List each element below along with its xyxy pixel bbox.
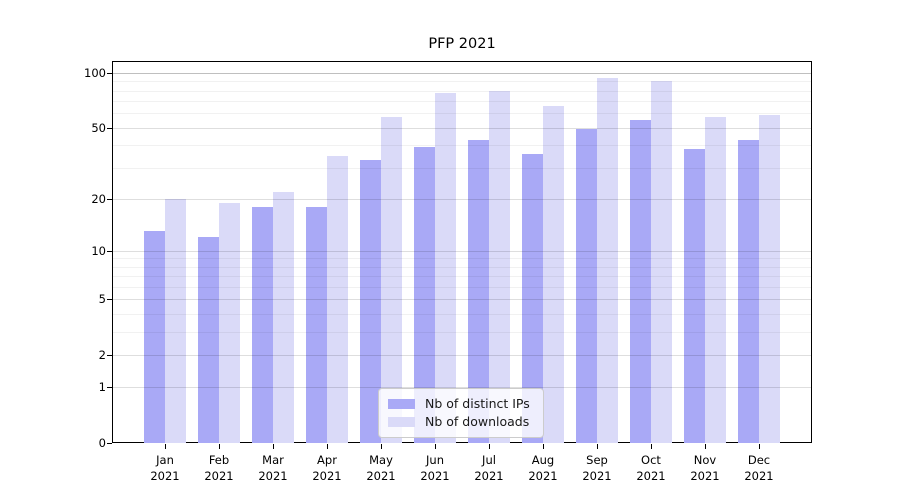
gridline-minor	[113, 113, 811, 115]
gridline-minor	[113, 266, 811, 268]
legend-label-distinct-ips: Nb of distinct IPs	[425, 396, 530, 411]
gridline-major	[113, 198, 811, 200]
x-tick-mark	[759, 444, 760, 449]
legend: Nb of distinct IPs Nb of downloads	[378, 388, 544, 438]
x-tick-mark	[165, 444, 166, 449]
y-tick-mark	[107, 387, 112, 388]
bar-distinct-ips-sep	[576, 129, 597, 443]
gridline-minor	[113, 81, 811, 83]
x-tick-label: Jan 2021	[150, 453, 180, 483]
bar-downloads-may	[381, 117, 402, 443]
bar-distinct-ips-jul	[468, 139, 489, 443]
x-tick-mark	[543, 444, 544, 449]
x-tick-mark	[327, 444, 328, 449]
x-tick-label: Nov 2021	[690, 453, 720, 483]
bar-downloads-nov	[705, 117, 726, 443]
x-tick-mark	[651, 444, 652, 449]
bar-distinct-ips-may	[360, 160, 381, 443]
gridline-minor	[113, 276, 811, 278]
x-tick-label: May 2021	[366, 453, 396, 483]
x-tick-label: Aug 2021	[528, 453, 558, 483]
bar-distinct-ips-jun	[414, 147, 435, 443]
bar-downloads-aug	[543, 105, 564, 443]
x-tick-mark	[273, 444, 274, 449]
legend-swatch-downloads	[388, 417, 415, 427]
bar-downloads-jun	[435, 92, 456, 443]
x-tick-mark	[489, 444, 490, 449]
legend-item-distinct-ips: Nb of distinct IPs	[388, 395, 534, 413]
gridline-minor	[113, 145, 811, 147]
x-tick-mark	[381, 444, 382, 449]
x-tick-label: Oct 2021	[636, 453, 666, 483]
y-tick-mark	[107, 299, 112, 300]
bar-distinct-ips-feb	[198, 237, 219, 443]
gridline-minor	[113, 90, 811, 92]
y-tick-mark	[107, 443, 112, 444]
x-tick-mark	[705, 444, 706, 449]
y-tick-mark	[107, 199, 112, 200]
bar-downloads-jan	[165, 198, 186, 443]
gridline-minor	[113, 258, 811, 260]
gridline-minor	[113, 167, 811, 169]
bar-downloads-jul	[489, 90, 510, 443]
x-tick-label: Mar 2021	[258, 453, 288, 483]
plot-area	[112, 61, 812, 443]
chart-title: PFP 2021	[428, 36, 496, 52]
legend-item-downloads: Nb of downloads	[388, 413, 534, 431]
gridline-minor	[113, 286, 811, 288]
x-tick-mark	[597, 444, 598, 449]
bar-distinct-ips-jan	[144, 231, 165, 443]
bar-distinct-ips-apr	[306, 206, 327, 443]
bar-downloads-dec	[759, 114, 780, 443]
x-tick-label: Sep 2021	[582, 453, 612, 483]
bar-downloads-feb	[219, 202, 240, 443]
y-tick-label: 20	[91, 191, 106, 206]
gridline-major	[113, 354, 811, 356]
legend-label-downloads: Nb of downloads	[425, 414, 530, 429]
bar-downloads-mar	[273, 191, 294, 443]
gridline-major	[113, 127, 811, 129]
bar-distinct-ips-oct	[630, 120, 651, 443]
y-tick-label: 1	[98, 380, 106, 395]
gridline-minor	[113, 101, 811, 103]
y-tick-label: 100	[84, 66, 106, 80]
y-tick-label: 0	[98, 436, 106, 450]
y-tick-label: 50	[91, 120, 106, 135]
x-tick-label: Apr 2021	[312, 453, 342, 483]
gridline-major	[113, 299, 811, 301]
x-tick-mark	[435, 444, 436, 449]
bar-distinct-ips-dec	[738, 139, 759, 443]
y-tick-mark	[107, 355, 112, 356]
bar-distinct-ips-nov	[684, 149, 705, 443]
gridline-major	[113, 387, 811, 389]
bar-downloads-oct	[651, 81, 672, 443]
y-tick-label: 5	[98, 292, 106, 307]
y-tick-label: 2	[98, 347, 106, 362]
gridline-major	[113, 250, 811, 252]
y-tick-label: 10	[91, 243, 106, 258]
legend-swatch-distinct-ips	[388, 399, 415, 409]
gridline-minor	[113, 331, 811, 333]
bar-downloads-sep	[597, 77, 618, 443]
bar-downloads-apr	[327, 155, 348, 443]
x-tick-label: Jun 2021	[420, 453, 450, 483]
x-tick-label: Dec 2021	[744, 453, 774, 483]
gridlines-layer	[113, 62, 811, 442]
y-tick-mark	[107, 128, 112, 129]
bar-distinct-ips-aug	[522, 153, 543, 443]
y-tick-mark	[107, 251, 112, 252]
x-tick-mark	[219, 444, 220, 449]
gridline-minor	[113, 313, 811, 315]
gridline-major	[113, 73, 811, 74]
bar-distinct-ips-mar	[252, 206, 273, 443]
y-tick-mark	[107, 73, 112, 74]
bars-layer	[113, 62, 811, 443]
x-tick-label: Jul 2021	[474, 453, 504, 483]
x-tick-label: Feb 2021	[204, 453, 234, 483]
